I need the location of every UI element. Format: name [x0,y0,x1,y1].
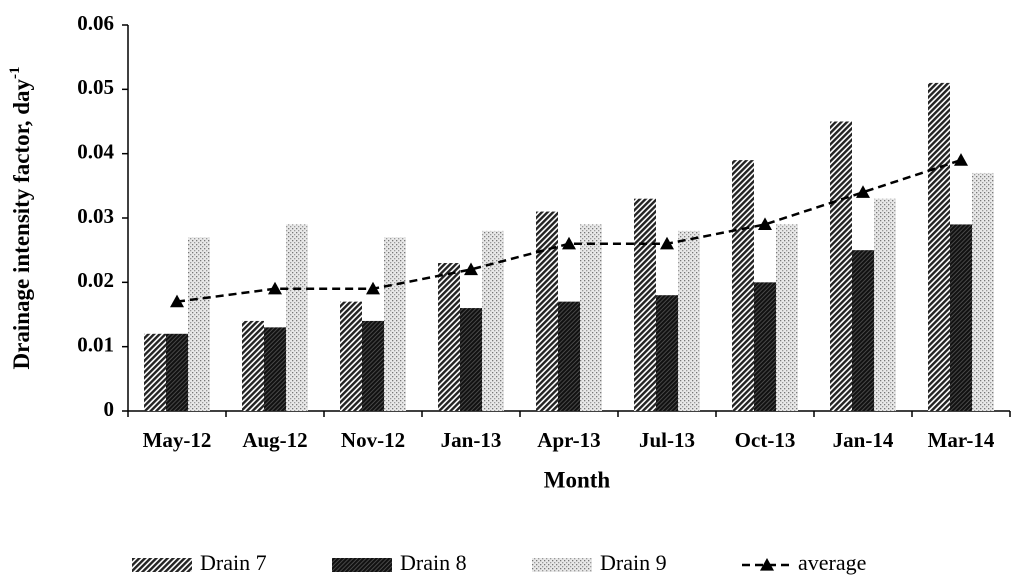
y-tick-label: 0 [104,397,115,421]
bar [286,224,308,411]
bar [678,230,700,411]
line-marker [954,153,968,166]
bar [972,172,994,411]
y-tick-label: 0.06 [77,11,114,35]
bar [362,320,384,411]
legend-label: Drain 8 [400,550,467,575]
legend-swatch-marker [760,558,774,571]
y-axis-title: Drainage intensity factor, day-1 [7,67,34,370]
legend-label: Drain 9 [600,550,667,575]
bar [656,295,678,411]
bar [830,121,852,411]
x-tick-label: May-12 [143,428,212,452]
bar [264,327,286,411]
x-tick-label: Jan-14 [833,428,894,452]
x-tick-label: Jul-13 [639,428,695,452]
bar [950,224,972,411]
line-marker [366,281,380,295]
bar [144,333,166,411]
legend-swatch [132,558,192,572]
x-tick-label: Aug-12 [242,428,307,452]
bar [482,230,504,411]
y-tick-label: 0.04 [77,139,114,163]
line-marker [856,185,870,198]
bar [732,160,754,411]
x-tick-label: Apr-13 [537,428,600,452]
bar [634,198,656,411]
legend-label: average [798,550,866,575]
bar [340,301,362,411]
bar [536,211,558,411]
x-tick-label: Oct-13 [735,428,796,452]
bar [754,282,776,411]
bar [874,198,896,411]
x-tick-label: Jan-13 [441,428,502,452]
y-tick-label: 0.02 [77,268,114,292]
bar [460,308,482,411]
line-marker [268,281,282,295]
bar [242,320,264,411]
y-tick-label: 0.03 [77,204,114,228]
bar [580,224,602,411]
line-marker [464,262,478,276]
bar [438,263,460,411]
bar [776,224,798,411]
bar [166,333,188,411]
x-tick-label: Mar-14 [928,428,995,452]
legend-swatch [532,558,592,572]
y-tick-label: 0.01 [77,332,114,356]
legend-swatch [332,558,392,572]
line-marker [660,236,674,250]
bar [928,82,950,412]
y-axis-title-text: Drainage intensity factor, day [9,79,34,370]
bar [188,237,210,411]
x-axis-title: Month [544,467,611,492]
line-marker [758,217,772,231]
y-axis-title-exponent: -1 [7,67,23,80]
line-marker [170,294,184,308]
y-tick-label: 0.05 [77,75,114,99]
line [176,158,962,303]
x-tick-label: Nov-12 [341,428,405,452]
legend-label: Drain 7 [200,550,267,575]
bar [852,250,874,411]
bar [558,301,580,411]
bar [384,237,406,411]
line-marker [562,236,576,250]
